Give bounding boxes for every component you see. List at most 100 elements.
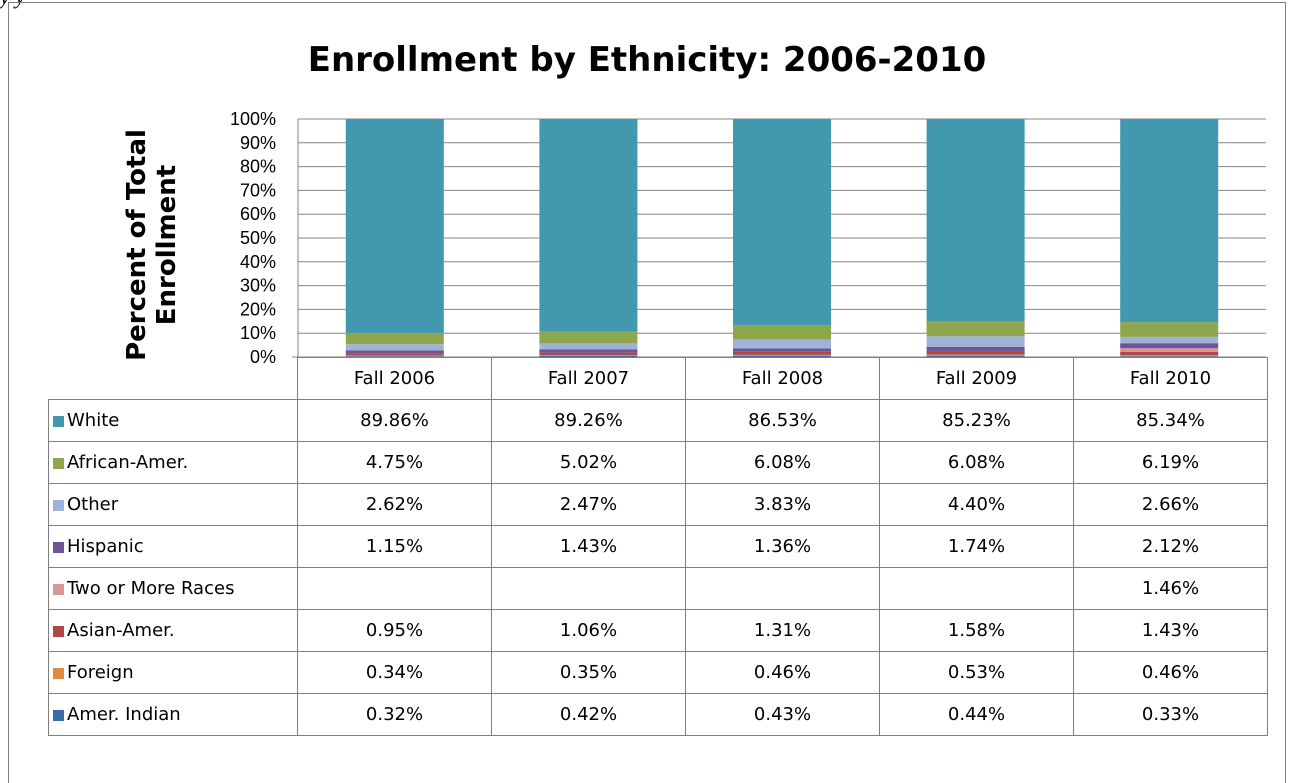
table-row: Hispanic 1.15% 1.43% 1.36% 1.74% 2.12% bbox=[48, 525, 1268, 568]
legend-swatch bbox=[53, 458, 64, 469]
data-label: 0.33% bbox=[1073, 693, 1268, 736]
series-name: Asian-Amer. bbox=[67, 620, 175, 641]
bar-segment bbox=[926, 346, 1025, 351]
series-name: African-Amer. bbox=[67, 452, 189, 473]
data-label: 0.44% bbox=[879, 693, 1074, 736]
bar-segment bbox=[345, 350, 444, 354]
bar-segment bbox=[345, 355, 444, 357]
y-tick-label: 50% bbox=[240, 228, 276, 248]
data-label: 0.35% bbox=[491, 651, 686, 694]
data-label: 0.95% bbox=[297, 609, 492, 652]
data-label bbox=[297, 567, 492, 610]
series-name: White bbox=[67, 410, 120, 431]
bar-segment bbox=[1120, 119, 1219, 323]
table-row: Other 2.62% 2.47% 3.83% 4.40% 2.66% bbox=[48, 483, 1268, 526]
data-label: 89.86% bbox=[297, 399, 492, 442]
legend-swatch bbox=[53, 626, 64, 637]
x-category-label: Fall 2008 bbox=[685, 357, 880, 400]
series-name: Foreign bbox=[67, 662, 134, 683]
data-label bbox=[491, 567, 686, 610]
bar-segment bbox=[733, 324, 831, 340]
data-label: 0.46% bbox=[685, 651, 880, 694]
legend-swatch bbox=[53, 710, 64, 721]
legend-swatch bbox=[53, 542, 64, 553]
data-label: 85.23% bbox=[879, 399, 1074, 442]
table-row: Two or More Races 1.46% bbox=[48, 567, 1268, 610]
bar-segment bbox=[733, 355, 831, 357]
data-label bbox=[879, 567, 1074, 610]
data-label: 0.43% bbox=[685, 693, 880, 736]
bar-segment bbox=[539, 349, 638, 353]
chart-frame bbox=[8, 2, 1286, 783]
legend-entry: Hispanic bbox=[48, 525, 298, 568]
legend-swatch bbox=[53, 500, 64, 511]
data-label: 6.19% bbox=[1073, 441, 1268, 484]
data-label: 0.34% bbox=[297, 651, 492, 694]
bar-segment bbox=[926, 321, 1025, 337]
bar-segment bbox=[1120, 343, 1219, 349]
data-label: 2.66% bbox=[1073, 483, 1268, 526]
bar-segment bbox=[1120, 336, 1219, 344]
table-row: Foreign 0.34% 0.35% 0.46% 0.53% 0.46% bbox=[48, 651, 1268, 694]
data-label: 5.02% bbox=[491, 441, 686, 484]
legend-entry: Amer. Indian bbox=[48, 693, 298, 736]
data-label: 1.46% bbox=[1073, 567, 1268, 610]
bar-segment bbox=[733, 119, 831, 325]
table-header-row: Fall 2006 Fall 2007 Fall 2008 Fall 2009 Fall… bbox=[48, 357, 1268, 400]
bar-segment bbox=[926, 355, 1025, 357]
bar-segment bbox=[539, 352, 638, 356]
table-row: African-Amer. 4.75% 5.02% 6.08% 6.08% 6.19% bbox=[48, 441, 1268, 484]
legend-swatch bbox=[53, 584, 64, 595]
y-tick-label: 40% bbox=[240, 252, 276, 272]
bar-segment bbox=[733, 339, 831, 349]
y-tick-label: 80% bbox=[240, 157, 276, 177]
series-name: Other bbox=[67, 494, 119, 515]
bar-segment bbox=[345, 344, 444, 351]
top-page-text-fragment: y y bbox=[0, 0, 25, 10]
chart-title: Enrollment by Ethnicity: 2006-2010 bbox=[307, 40, 987, 80]
data-label: 86.53% bbox=[685, 399, 880, 442]
series-name: Two or More Races bbox=[67, 578, 235, 599]
bar-segment bbox=[1120, 356, 1219, 357]
y-tick-label: 20% bbox=[240, 299, 276, 319]
data-label bbox=[685, 567, 880, 610]
data-label: 0.53% bbox=[879, 651, 1074, 694]
data-label: 0.32% bbox=[297, 693, 492, 736]
data-label: 1.31% bbox=[685, 609, 880, 652]
bar-segment bbox=[539, 343, 638, 350]
bar-segment bbox=[733, 354, 831, 356]
data-label: 1.06% bbox=[491, 609, 686, 652]
y-tick-label: 10% bbox=[240, 323, 276, 343]
y-tick-label: 90% bbox=[240, 133, 276, 153]
bar-segment bbox=[345, 332, 444, 345]
legend-entry: White bbox=[48, 399, 298, 442]
y-tick-label: 100% bbox=[230, 109, 276, 129]
bar-segment bbox=[733, 348, 831, 352]
legend-entry: Two or More Races bbox=[48, 567, 298, 610]
data-label: 6.08% bbox=[879, 441, 1074, 484]
bar-segment bbox=[345, 119, 444, 333]
data-label: 1.43% bbox=[1073, 609, 1268, 652]
bar-segment bbox=[1120, 348, 1219, 352]
bar-segment bbox=[926, 350, 1025, 355]
y-tick-label: 30% bbox=[240, 276, 276, 296]
data-label: 0.46% bbox=[1073, 651, 1268, 694]
x-category-label: Fall 2007 bbox=[491, 357, 686, 400]
data-label: 0.42% bbox=[491, 693, 686, 736]
data-label: 85.34% bbox=[1073, 399, 1268, 442]
bar-segment bbox=[1120, 351, 1219, 356]
table-corner-cell bbox=[48, 357, 298, 400]
x-category-label: Fall 2010 bbox=[1073, 357, 1268, 400]
data-label: 2.62% bbox=[297, 483, 492, 526]
bar-segment bbox=[539, 356, 638, 357]
table-row: Amer. Indian 0.32% 0.42% 0.43% 0.44% 0.33% bbox=[48, 693, 1268, 736]
bar-segment bbox=[539, 119, 638, 332]
x-category-label: Fall 2009 bbox=[879, 357, 1074, 400]
data-label: 1.74% bbox=[879, 525, 1074, 568]
data-label: 4.75% bbox=[297, 441, 492, 484]
legend-entry: African-Amer. bbox=[48, 441, 298, 484]
y-tick-label: 70% bbox=[240, 180, 276, 200]
bar-segment bbox=[539, 331, 638, 344]
bar-segment bbox=[926, 336, 1025, 347]
